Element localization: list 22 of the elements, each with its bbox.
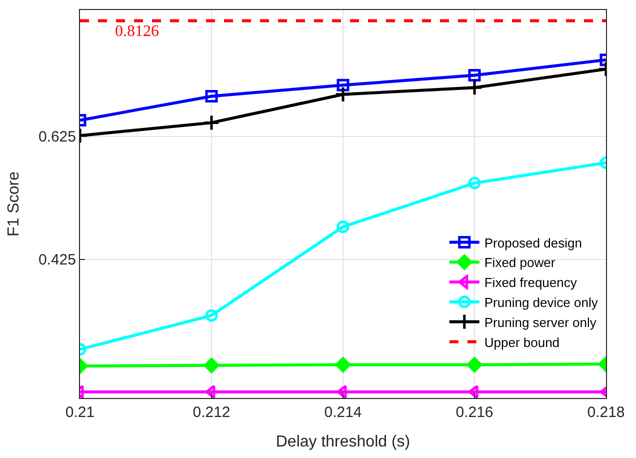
legend-label: Upper bound — [484, 334, 560, 350]
y-tick-label: 0.625 — [38, 128, 76, 146]
x-tick-label: 0.212 — [192, 404, 230, 421]
annotation: 0.8126 — [115, 23, 159, 40]
x-tick-label: 0.21 — [65, 404, 95, 421]
x-tick-label: 0.216 — [456, 404, 494, 421]
legend-label: Proposed design — [484, 235, 582, 250]
legend-label: Pruning server only — [484, 314, 597, 330]
point — [334, 86, 352, 103]
x-tick-label: 0.214 — [324, 404, 362, 421]
point — [336, 220, 350, 234]
legend-label: Pruning device only — [484, 294, 598, 310]
y-axis-title: F1 Score — [5, 171, 22, 236]
point — [336, 78, 350, 92]
point — [468, 384, 478, 398]
x-axis-title: Delay threshold (s) — [276, 434, 410, 451]
x-tick-label: 0.218 — [587, 404, 625, 421]
legend-label: Fixed frequency — [484, 275, 578, 290]
legend-label: Fixed power — [484, 255, 556, 270]
point — [335, 356, 351, 372]
y-tick-label: 0.425 — [38, 252, 76, 269]
point — [336, 384, 347, 398]
